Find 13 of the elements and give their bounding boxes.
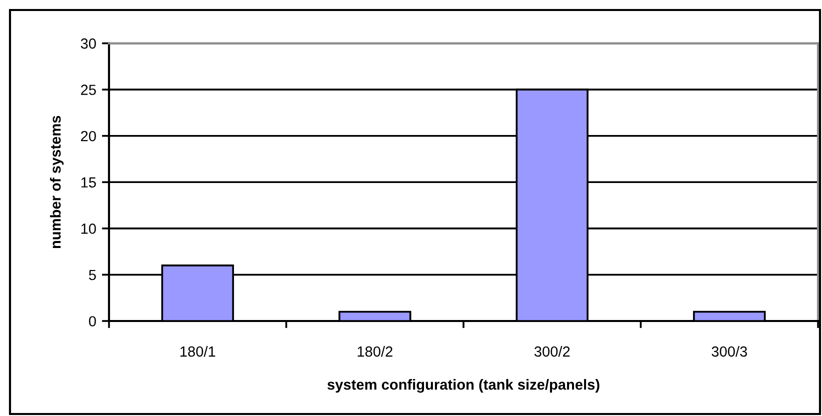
x-tick-label: 300/2 [534, 346, 570, 357]
y-tick-label: 5 [88, 270, 96, 280]
x-tick-label: 180/2 [358, 346, 392, 357]
y-axis-title: number of systems [50, 116, 64, 248]
x-tick-label: 300/3 [712, 346, 747, 357]
y-tick-label: 10 [81, 224, 96, 234]
y-tick-label: 20 [81, 130, 96, 142]
y-tick-label: 0 [88, 316, 96, 326]
y-tick-label: 25 [81, 84, 96, 96]
y-tick-label: 30 [80, 38, 96, 49]
x-axis-title: system configuration (tank size/panels) [327, 379, 600, 393]
x-tick-label: 180/1 [180, 346, 216, 357]
y-tick-label: 15 [81, 177, 96, 188]
